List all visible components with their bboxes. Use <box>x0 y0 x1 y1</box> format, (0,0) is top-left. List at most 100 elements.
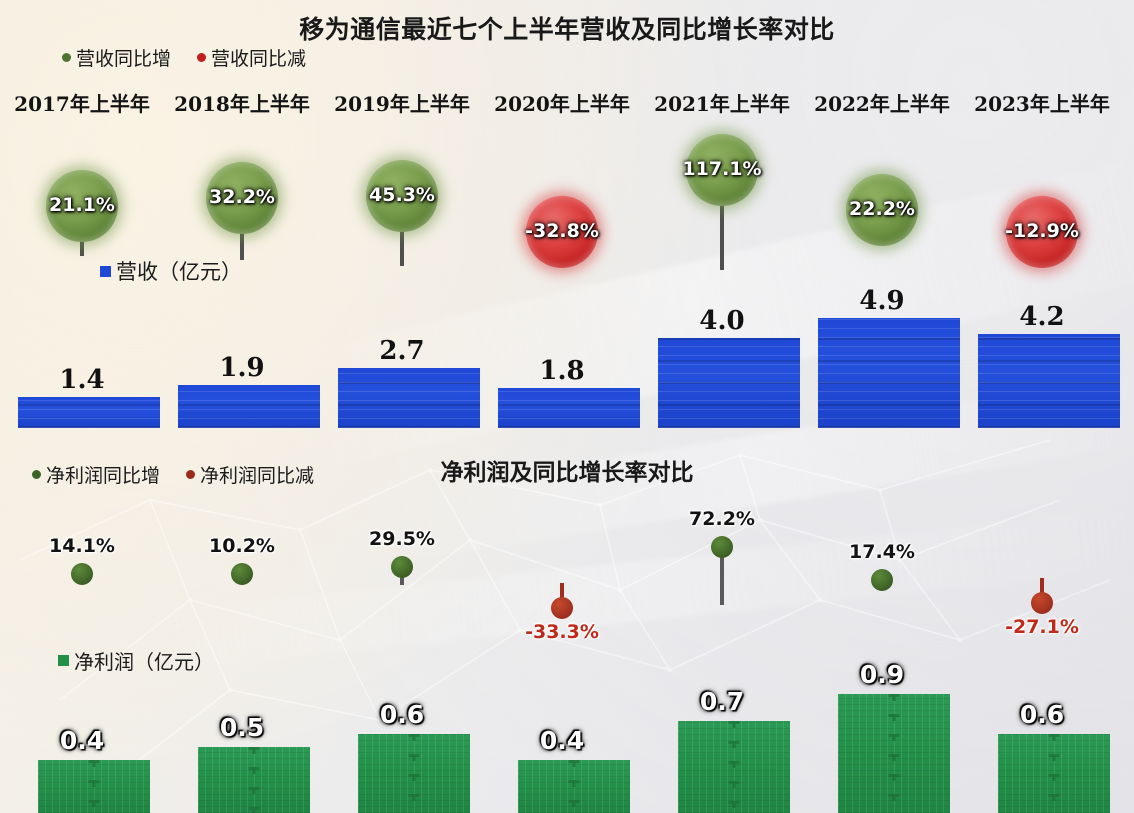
profit-series-legend: 净利润（亿元） <box>58 646 214 675</box>
green-square-icon <box>58 655 69 666</box>
legend-label-profit-series: 净利润（亿元） <box>74 650 214 674</box>
revenue-growth-value-2023: -12.9% <box>1005 220 1079 242</box>
profit-growth-legend: 净利润同比增 净利润同比减 <box>32 461 314 488</box>
category-label-2022: 2022年上半年 <box>814 92 950 116</box>
revenue-value-2022: 4.9 <box>859 286 905 316</box>
revenue-series-legend: 营收（亿元） <box>100 256 242 286</box>
profit-value-2019: 0.6 <box>379 700 425 729</box>
revenue-bar <box>338 368 480 428</box>
revenue-bar <box>498 388 640 428</box>
profit-value-2022: 0.9 <box>859 660 905 689</box>
bar-texture-seam <box>568 760 580 813</box>
pin-stem <box>720 547 724 605</box>
pin-stem <box>1040 578 1044 594</box>
revenue-growth-bubbles: 21.1% 32.2% 45.3% -32.8% 117.1% 22.2% -12.9% <box>0 0 1134 300</box>
profit-growth-value-2019: 29.5% <box>369 528 435 550</box>
legend-item-profit-down: 净利润同比减 <box>186 461 314 488</box>
red-dot-icon <box>197 53 207 62</box>
category-axis: 2017年上半年 2018年上半年 2019年上半年 2020年上半年 2021年上半年… <box>0 88 1134 116</box>
revenue-bar <box>18 397 160 428</box>
green-dot-icon <box>62 53 71 62</box>
growth-bubble-down <box>526 196 598 268</box>
revenue-growth-value-2021: 117.1% <box>682 158 762 180</box>
legend-label-profit-up: 净利润同比增 <box>46 465 161 487</box>
profit-growth-pins: 14.1% 10.2% 29.5% -33.3% 72.2% 17.4% -27.1% <box>49 508 1079 643</box>
profit-growth-value-2018: 10.2% <box>209 535 275 557</box>
bar-texture-seam <box>408 734 420 813</box>
revenue-value-2020: 1.8 <box>539 356 585 386</box>
revenue-bar-group: 1.4 1.9 2.7 1.8 4.0 4.9 4.2 <box>18 286 1120 428</box>
legend-label-revenue-series: 营收（亿元） <box>116 260 242 284</box>
growth-bubble-up <box>206 162 278 234</box>
growth-bubble-up <box>846 174 918 246</box>
category-label-2018: 2018年上半年 <box>174 92 310 116</box>
legend-label-profit-down: 净利润同比减 <box>200 465 315 487</box>
pin-head-up <box>871 569 893 591</box>
profit-bar <box>38 760 150 813</box>
profit-bar <box>838 694 950 813</box>
revenue-growth-legend: 营收同比增 营收同比减 <box>62 44 306 71</box>
profit-value-2021: 0.7 <box>699 687 745 716</box>
profit-growth-value-2017: 14.1% <box>49 535 115 557</box>
profit-bar <box>678 721 790 813</box>
revenue-bar <box>818 318 960 428</box>
revenue-growth-value-2019: 45.3% <box>369 184 435 206</box>
revenue-value-2018: 1.9 <box>219 353 265 383</box>
legend-item-profit-up: 净利润同比增 <box>32 461 160 488</box>
revenue-growth-value-2020: -32.8% <box>525 220 599 242</box>
pin-head-down <box>551 597 573 619</box>
pin-head-down <box>1031 592 1053 614</box>
legend-item-revenue-up: 营收同比增 <box>62 44 171 71</box>
dark-red-dot-icon <box>186 470 196 479</box>
profit-bar <box>198 747 310 813</box>
category-label-2017: 2017年上半年 <box>14 92 150 116</box>
legend-item-profit-series: 净利润（亿元） <box>58 646 214 675</box>
profit-growth-value-2020: -33.3% <box>525 621 599 643</box>
legend-label-revenue-up: 营收同比增 <box>76 48 172 70</box>
bar-texture-seam <box>728 721 740 813</box>
revenue-value-2021: 4.0 <box>699 306 745 336</box>
category-label-2021: 2021年上半年 <box>654 92 790 116</box>
pin-head-up <box>71 563 93 585</box>
revenue-value-2023: 4.2 <box>1019 302 1065 332</box>
profit-bar <box>518 760 630 813</box>
revenue-value-2017: 1.4 <box>59 365 105 395</box>
category-label-2023: 2023年上半年 <box>974 92 1110 116</box>
profit-value-2020: 0.4 <box>539 726 585 755</box>
growth-bubble-up <box>686 134 758 206</box>
growth-bubble-down <box>1006 196 1078 268</box>
bar-texture-seam <box>888 694 900 813</box>
page-title: 移为通信最近七个上半年营收及同比增长率对比 <box>299 15 835 44</box>
revenue-bar <box>178 385 320 428</box>
bar-texture-seam <box>88 760 100 813</box>
profit-growth-value-2023: -27.1% <box>1005 616 1079 638</box>
profit-value-2018: 0.5 <box>219 713 265 742</box>
section-title-net-profit: 净利润及同比增长率对比 <box>440 459 694 486</box>
revenue-growth-value-2017: 21.1% <box>49 194 115 216</box>
profit-value-2023: 0.6 <box>1019 700 1065 729</box>
profit-growth-value-2022: 17.4% <box>849 541 915 563</box>
bubble-stem <box>720 170 724 270</box>
pin-head-up <box>711 536 733 558</box>
green-dot-icon <box>32 470 41 479</box>
profit-bar <box>358 734 470 813</box>
bar-texture-seam <box>248 747 260 813</box>
revenue-growth-value-2022: 22.2% <box>849 198 915 220</box>
legend-label-revenue-down: 营收同比减 <box>211 48 307 70</box>
revenue-growth-value-2018: 32.2% <box>209 186 275 208</box>
legend-item-revenue-series: 营收（亿元） <box>100 256 242 286</box>
pin-head-up <box>231 563 253 585</box>
pin-head-up <box>391 556 413 578</box>
profit-bar <box>998 734 1110 813</box>
category-label-2020: 2020年上半年 <box>494 92 630 116</box>
pin-stem <box>560 583 564 599</box>
profit-value-2017: 0.4 <box>59 726 105 755</box>
revenue-bar <box>658 338 800 428</box>
blue-square-icon <box>100 265 111 277</box>
revenue-value-2019: 2.7 <box>379 336 425 366</box>
growth-bubble-up <box>46 170 118 242</box>
category-label-2019: 2019年上半年 <box>334 92 470 116</box>
legend-item-revenue-down: 营收同比减 <box>197 44 306 71</box>
